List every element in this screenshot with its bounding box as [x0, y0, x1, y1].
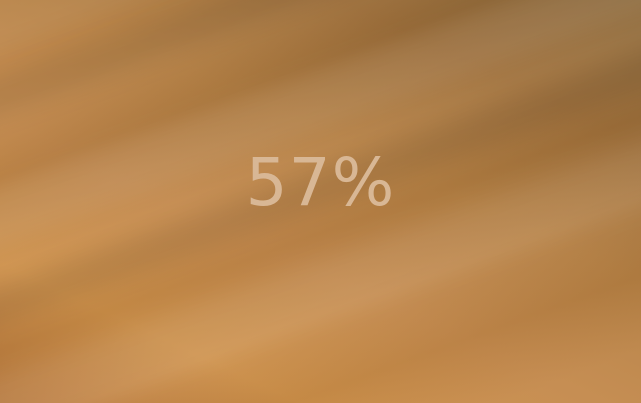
progress-percent-label: 57% [245, 144, 396, 221]
